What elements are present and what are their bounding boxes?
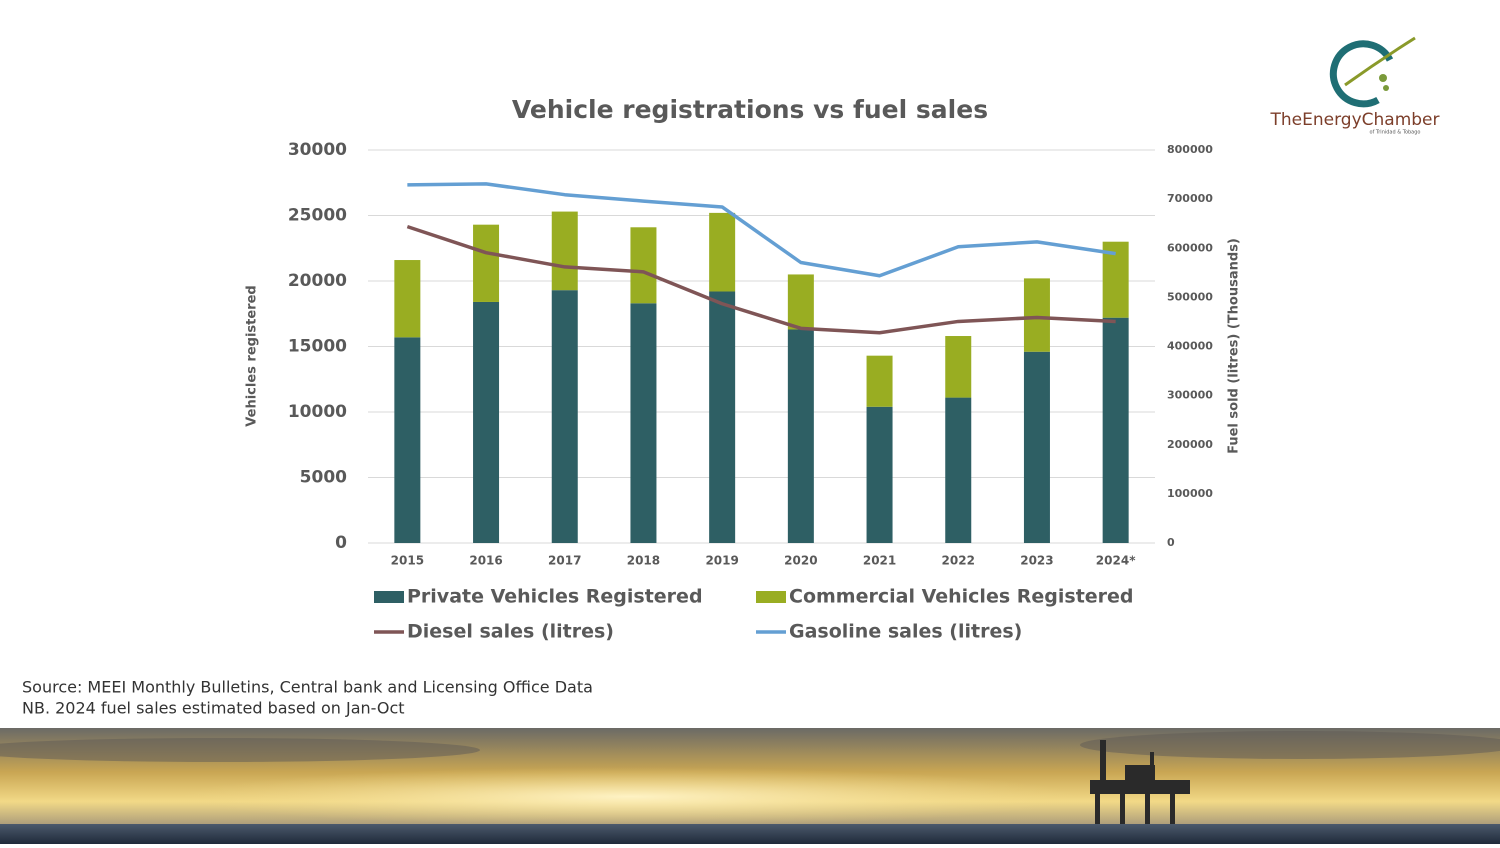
bar xyxy=(709,212,736,292)
bar xyxy=(1102,317,1129,543)
y-tick-label: 20000 xyxy=(288,271,347,291)
y-tick-label: 5000 xyxy=(300,468,347,488)
bar xyxy=(551,211,578,291)
bar xyxy=(394,337,421,543)
y2-tick-label: 200000 xyxy=(1167,438,1213,451)
y-tick-label: 10000 xyxy=(288,402,347,422)
legend-label: Commercial Vehicles Registered xyxy=(789,586,1134,608)
line-series xyxy=(406,224,1116,335)
y2-tick-label: 100000 xyxy=(1167,487,1213,500)
x-tick-label: 2016 xyxy=(469,554,502,568)
x-tick-label: 2024* xyxy=(1096,554,1136,568)
y2-tick-label: 800000 xyxy=(1167,143,1213,156)
y-axis-label: Vehicles registered xyxy=(245,285,260,426)
x-tick-label: 2023 xyxy=(1020,554,1053,568)
bar xyxy=(630,227,657,304)
x-tick-label: 2020 xyxy=(784,554,817,568)
x-tick-label: 2018 xyxy=(627,554,660,568)
y-tick-label: 15000 xyxy=(288,337,347,357)
bar xyxy=(1023,351,1050,543)
logo-subtitle: of Trinidad & Tobago xyxy=(1370,130,1421,136)
y2-tick-label: 400000 xyxy=(1167,340,1213,353)
legend-swatch xyxy=(374,591,404,603)
bar xyxy=(1102,241,1129,318)
legend-label: Private Vehicles Registered xyxy=(407,586,703,608)
y2-tick-label: 500000 xyxy=(1167,290,1213,303)
source-note: Source: MEEI Monthly Bulletins, Central … xyxy=(22,678,593,697)
y2-tick-label: 600000 xyxy=(1167,241,1213,254)
x-tick-label: 2015 xyxy=(391,554,424,568)
line-series xyxy=(407,182,1116,278)
x-tick-label: 2019 xyxy=(705,554,738,568)
bar xyxy=(1023,278,1050,352)
logo: TheEnergyChamber of Trinidad & Tobago xyxy=(1270,36,1440,136)
banner-image xyxy=(0,728,1500,844)
bar xyxy=(866,406,893,543)
legend-label: Gasoline sales (litres) xyxy=(789,621,1022,643)
y2-tick-label: 700000 xyxy=(1167,192,1213,205)
bar xyxy=(945,336,972,398)
y-tick-label: 30000 xyxy=(288,140,347,160)
bar xyxy=(551,290,578,543)
bar xyxy=(473,301,500,543)
logo-name: TheEnergyChamber xyxy=(1270,110,1440,130)
legend-label: Diesel sales (litres) xyxy=(407,621,614,643)
source-note: NB. 2024 fuel sales estimated based on J… xyxy=(22,699,405,718)
bar xyxy=(945,397,972,543)
bar xyxy=(709,291,736,543)
x-tick-label: 2021 xyxy=(863,554,896,568)
y2-tick-label: 0 xyxy=(1167,536,1175,549)
legend-swatch xyxy=(756,591,786,603)
y-tick-label: 25000 xyxy=(288,206,347,226)
bar xyxy=(630,303,657,543)
bar xyxy=(787,329,814,543)
y2-tick-label: 300000 xyxy=(1167,389,1213,402)
x-tick-label: 2017 xyxy=(548,554,581,568)
bar xyxy=(473,224,500,302)
y2-axis-label: Fuel sold (litres) (Thousands) xyxy=(1227,238,1242,454)
bar xyxy=(787,274,814,330)
bar xyxy=(866,355,893,407)
bar xyxy=(394,260,421,338)
chart-title: Vehicle registrations vs fuel sales xyxy=(512,95,988,124)
y-tick-label: 0 xyxy=(335,533,347,553)
x-tick-label: 2022 xyxy=(942,554,975,568)
